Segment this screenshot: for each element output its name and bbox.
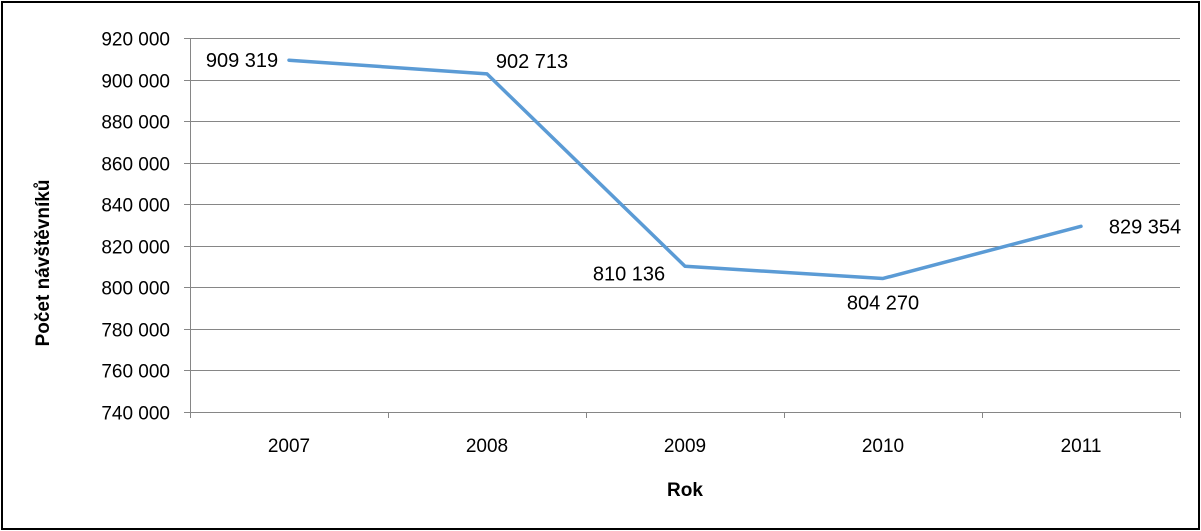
y-tick-label: 900 000 <box>101 72 170 93</box>
data-label: 902 713 <box>496 51 568 73</box>
y-tick-label: 760 000 <box>101 362 170 383</box>
y-tick-label: 920 000 <box>101 30 170 51</box>
x-axis-title: Rok <box>667 480 703 501</box>
y-tick-labels: 740 000 760 000 780 000 800 000 820 000 840 0… <box>101 30 170 425</box>
x-tick-labels: 2007 2008 2009 2010 2011 <box>268 436 1102 457</box>
gridlines <box>190 38 1180 371</box>
axes <box>184 38 1181 418</box>
data-label: 909 319 <box>206 50 278 72</box>
y-tick-label: 820 000 <box>101 238 170 259</box>
x-tick-label: 2007 <box>268 436 310 457</box>
y-tick-label: 840 000 <box>101 196 170 217</box>
series-line <box>287 58 1083 281</box>
x-tick-label: 2008 <box>466 436 508 457</box>
x-tick-label: 2010 <box>862 436 904 457</box>
data-label: 829 354 <box>1109 216 1181 238</box>
x-tick-label: 2009 <box>664 436 706 457</box>
data-labels: 909 319 902 713 810 136 804 270 829 354 <box>206 50 1181 314</box>
data-label: 810 136 <box>593 263 665 285</box>
y-tick-label: 800 000 <box>101 279 170 300</box>
series <box>287 58 1083 281</box>
data-label: 804 270 <box>847 292 919 314</box>
y-tick-label: 780 000 <box>101 321 170 342</box>
y-tick-label: 860 000 <box>101 155 170 176</box>
x-tick-label: 2011 <box>1061 436 1102 457</box>
y-tick-label: 740 000 <box>101 404 170 425</box>
y-tick-label: 880 000 <box>101 113 170 134</box>
y-axis-title: Počet návštěvníků <box>33 180 54 347</box>
